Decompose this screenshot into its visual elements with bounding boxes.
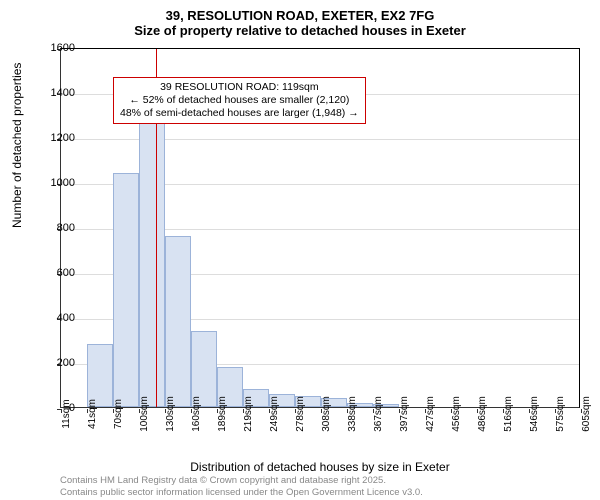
x-tick-label: 189sqm xyxy=(217,396,228,432)
annotation-line-2: ← 52% of detached houses are smaller (2,… xyxy=(120,94,359,107)
y-tick-label: 1000 xyxy=(35,177,75,189)
histogram-chart: 11sqm41sqm70sqm100sqm130sqm160sqm189sqm2… xyxy=(60,48,580,408)
x-tick-label: 70sqm xyxy=(113,399,124,429)
x-tick-label: 100sqm xyxy=(139,396,150,432)
footer-attribution: Contains HM Land Registry data © Crown c… xyxy=(60,475,423,498)
y-tick-label: 1200 xyxy=(35,132,75,144)
footer-line-1: Contains HM Land Registry data © Crown c… xyxy=(60,475,423,486)
x-tick-label: 575sqm xyxy=(555,396,566,432)
y-axis-label: Number of detached properties xyxy=(10,63,24,228)
y-tick-label: 200 xyxy=(35,357,75,369)
histogram-bar xyxy=(113,173,139,407)
y-tick-label: 800 xyxy=(35,222,75,234)
x-tick-label: 249sqm xyxy=(269,396,280,432)
y-tick-label: 600 xyxy=(35,267,75,279)
x-tick-label: 367sqm xyxy=(373,396,384,432)
x-tick-label: 516sqm xyxy=(503,396,514,432)
annotation-box: 39 RESOLUTION ROAD: 119sqm← 52% of detac… xyxy=(113,77,366,124)
y-tick-label: 1600 xyxy=(35,42,75,54)
x-tick-label: 486sqm xyxy=(477,396,488,432)
x-tick-label: 338sqm xyxy=(347,396,358,432)
x-tick-label: 130sqm xyxy=(165,396,176,432)
annotation-line-1: 39 RESOLUTION ROAD: 119sqm xyxy=(120,81,359,94)
x-tick-label: 546sqm xyxy=(529,396,540,432)
y-tick-label: 1400 xyxy=(35,87,75,99)
y-tick-label: 0 xyxy=(35,402,75,414)
x-tick-label: 308sqm xyxy=(321,396,332,432)
plot-area: 11sqm41sqm70sqm100sqm130sqm160sqm189sqm2… xyxy=(60,48,580,408)
x-tick-label: 605sqm xyxy=(581,396,592,432)
footer-line-2: Contains public sector information licen… xyxy=(60,487,423,498)
x-tick-label: 278sqm xyxy=(295,396,306,432)
x-tick-label: 219sqm xyxy=(243,396,254,432)
y-tick-label: 400 xyxy=(35,312,75,324)
x-tick-label: 397sqm xyxy=(399,396,410,432)
histogram-bar xyxy=(87,344,113,407)
page-title: 39, RESOLUTION ROAD, EXETER, EX2 7FG xyxy=(0,0,600,23)
x-axis-label: Distribution of detached houses by size … xyxy=(60,460,580,474)
x-tick-label: 41sqm xyxy=(87,399,98,429)
x-tick-label: 456sqm xyxy=(451,396,462,432)
x-tick-label: 427sqm xyxy=(425,396,436,432)
annotation-line-3: 48% of semi-detached houses are larger (… xyxy=(120,107,359,120)
histogram-bar xyxy=(139,119,165,407)
x-tick-label: 160sqm xyxy=(191,396,202,432)
histogram-bar xyxy=(165,236,191,407)
page-subtitle: Size of property relative to detached ho… xyxy=(0,23,600,44)
